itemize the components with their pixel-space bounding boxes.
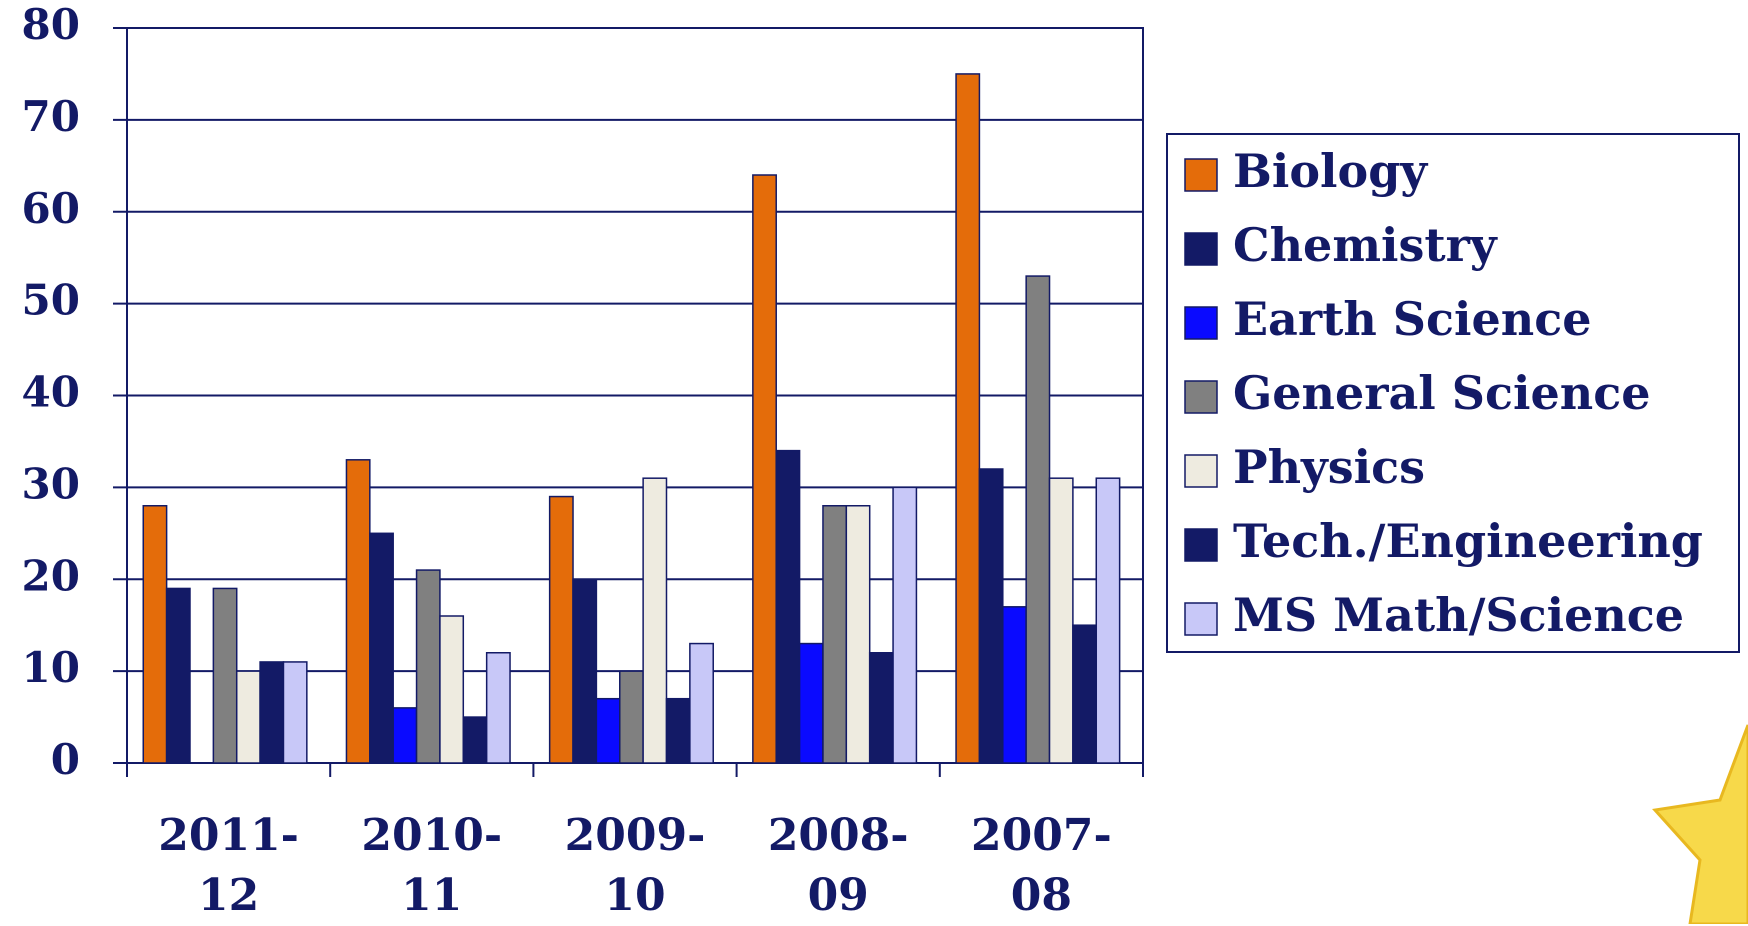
bar (143, 506, 166, 763)
y-tick-label: 30 (22, 459, 80, 508)
bar (1096, 478, 1119, 763)
bar (370, 533, 393, 763)
bar (417, 570, 440, 763)
bar (690, 644, 713, 763)
page: 0 10 20 30 40 50 60 70 80 Biology Chemistry Earth S… (0, 0, 1748, 924)
x-tick-label: 2009- 10 (535, 806, 735, 926)
bar (846, 506, 869, 763)
bar (440, 616, 463, 763)
bar (1026, 276, 1049, 763)
bar (870, 653, 893, 763)
y-tick-label: 0 (51, 735, 80, 784)
legend-swatch (1185, 159, 1217, 191)
bar (346, 460, 369, 763)
legend-swatch (1185, 307, 1217, 339)
y-tick-label: 70 (22, 92, 80, 141)
x-tick-label: 2011- 12 (129, 806, 329, 926)
bar (666, 699, 689, 763)
bar (283, 662, 306, 763)
bar (979, 469, 1002, 763)
bar (643, 478, 666, 763)
legend-label: Biology (1233, 144, 1428, 198)
bar (213, 588, 236, 763)
bar (1003, 607, 1026, 763)
legend-label: General Science (1233, 366, 1650, 420)
legend-swatch (1185, 455, 1217, 487)
y-tick-label: 20 (22, 551, 80, 600)
bar (776, 451, 799, 763)
bar (893, 487, 916, 763)
legend-label: Physics (1233, 440, 1425, 494)
legend-label: Earth Science (1233, 292, 1592, 346)
legend-swatch (1185, 529, 1217, 561)
bar (487, 653, 510, 763)
bar (167, 588, 190, 763)
bar (823, 506, 846, 763)
bar (1073, 625, 1096, 763)
bar (393, 708, 416, 763)
legend-swatch (1185, 603, 1217, 635)
y-tick-label: 50 (22, 276, 80, 325)
legend-label: Tech./Engineering (1233, 514, 1703, 568)
legend-swatch (1185, 233, 1217, 265)
bar (550, 497, 573, 763)
bar (573, 579, 596, 763)
y-tick-label: 10 (22, 643, 80, 692)
x-tick-label: 2010- 11 (332, 806, 532, 926)
chart: 0 10 20 30 40 50 60 70 80 Biology Chemistry Earth S… (0, 0, 1748, 924)
legend-label: Chemistry (1233, 218, 1498, 272)
bar (753, 175, 776, 763)
bar (956, 74, 979, 763)
bar (620, 671, 643, 763)
bar (800, 644, 823, 763)
bar (237, 671, 260, 763)
x-tick-label: 2007- 08 (941, 806, 1141, 926)
y-tick-label: 60 (22, 184, 80, 233)
legend-swatch (1185, 381, 1217, 413)
star-decoration (1655, 725, 1748, 924)
legend-label: MS Math/Science (1233, 588, 1684, 642)
x-tick-label: 2008- 09 (738, 806, 938, 926)
bar (1050, 478, 1073, 763)
bar (260, 662, 283, 763)
bar (463, 717, 486, 763)
y-tick-label: 40 (22, 368, 80, 417)
bar (596, 699, 619, 763)
y-tick-label: 80 (22, 0, 80, 49)
